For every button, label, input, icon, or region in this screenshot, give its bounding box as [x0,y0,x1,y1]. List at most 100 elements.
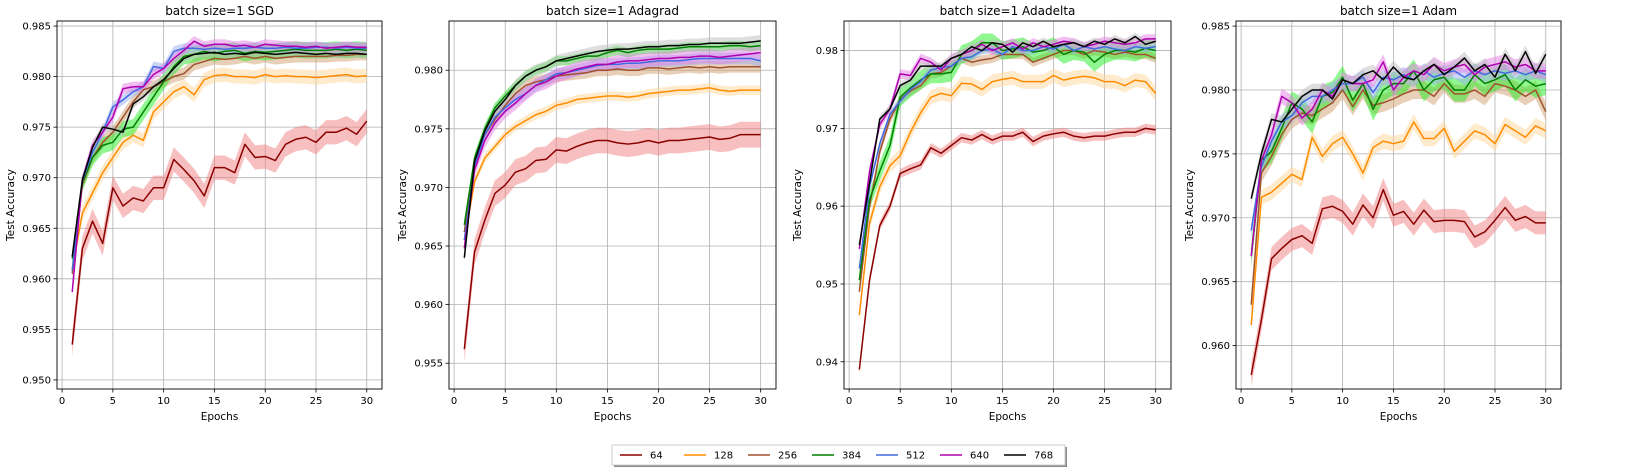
chart-panel-4: 0 5 10 15 20 25 30 0.960 0.965 0.970 0.975 0.980 0.9… [1184,4,1562,423]
series-layer [858,32,1157,375]
series-line-640 [463,51,761,249]
y-tick-label: 0.965 [414,242,443,253]
series-band-384 [859,33,1156,290]
legend-item-640: 640 [940,451,989,462]
series-line-64 [858,127,1156,370]
series-band-384 [1251,59,1546,268]
y-tick-label: 0.960 [1201,341,1230,352]
x-axis-label: Epochs [989,411,1027,423]
series-line-128 [1250,121,1547,326]
ticks [840,50,1157,393]
plot-area [449,21,776,389]
series-line-640 [71,40,367,293]
legend-item-768: 768 [1004,451,1053,462]
legend-label: 256 [778,451,797,462]
legend-label: 640 [970,451,989,462]
x-tick-label: 25 [1489,396,1502,407]
series-line-256 [71,53,367,274]
x-tick-label: 20 [1047,396,1060,407]
chart-panel-1: 0 5 10 15 20 25 30 0.950 0.955 0.960 0.965 0.970 0.9… [5,4,383,423]
y-tick-label: 0.980 [22,72,51,83]
x-tick-label: 5 [897,396,903,407]
y-axis-label: Test Accuracy [5,169,17,242]
series-layer [71,36,368,357]
x-tick-label: 30 [1539,396,1552,407]
chart-title: batch size=1 SGD [165,4,274,18]
x-tick-label: 0 [59,396,65,407]
legend-item-512: 512 [876,451,925,462]
x-tick-label: 10 [157,396,170,407]
series-band-64 [464,121,761,363]
x-tick-label: 15 [601,396,614,407]
series-line-64 [463,133,761,350]
x-tick-label: 5 [1289,396,1295,407]
chart-title: batch size=1 Adagrad [546,4,679,18]
legend-box [611,444,1066,466]
y-tick-label: 0.960 [414,300,443,311]
x-tick-label: 5 [502,396,508,407]
series-band-64 [72,108,367,357]
legend-label: 384 [842,451,861,462]
legend-item-128: 128 [684,451,733,462]
x-tick-label: 25 [1098,396,1111,407]
y-tick-label: 0.975 [1201,149,1230,160]
x-tick-label: 15 [1387,396,1400,407]
y-tick-label: 0.980 [1201,86,1230,97]
y-tick-label: 0.975 [414,124,443,135]
y-tick-label: 0.985 [1201,22,1230,33]
x-tick-label: 20 [1438,396,1451,407]
y-tick-label: 0.965 [22,224,51,235]
series-line-64 [1250,188,1546,376]
y-tick-label: 0.970 [22,173,51,184]
y-tick-label: 0.955 [414,359,443,370]
y-tick-label: 0.94 [816,357,838,368]
y-tick-label: 0.96 [816,202,838,213]
series-band-128 [1251,114,1546,333]
y-tick-label: 0.950 [22,375,51,386]
series-line-640 [858,38,1156,250]
axes-frame [448,20,777,390]
chart-panel-3: 0 5 10 15 20 25 30 0.94 0.95 0.96 0.97 0.98 batch si… [792,4,1172,423]
charts: 0 5 10 15 20 25 300.9500.9550.9600.9650.9700.9… [5,4,1562,423]
series-line-128 [858,74,1157,316]
series-line-64 [71,120,368,345]
legend-item-384: 384 [812,451,861,462]
x-axis-label: Epochs [594,411,632,423]
ticks [53,25,368,393]
chart-title: batch size=1 Adadelta [940,4,1076,18]
series-line-768 [71,51,367,257]
x-tick-label: 0 [1238,396,1244,407]
chart-title: batch size=1 Adam [1340,4,1457,18]
x-tick-label: 30 [754,396,767,407]
y-tick-label: 0.970 [1201,213,1230,224]
x-tick-label: 10 [550,396,563,407]
x-tick-label: 5 [110,396,116,407]
legend-label: 768 [1034,451,1053,462]
y-tick-label: 0.985 [22,22,51,33]
series-line-512 [858,43,1156,269]
series-line-512 [1250,70,1547,231]
x-tick-label: 30 [360,396,373,407]
x-tick-label: 20 [259,396,272,407]
x-tick-label: 10 [945,396,958,407]
series-line-768 [858,35,1156,246]
y-axis-label: Test Accuracy [397,169,409,242]
x-tick-label: 0 [846,396,852,407]
series-line-128 [463,87,761,241]
y-tick-label: 0.960 [22,274,51,285]
x-tick-label: 30 [1149,396,1162,407]
series-line-256 [463,65,761,233]
series-line-512 [463,57,761,241]
y-axis-label: Test Accuracy [1184,169,1196,242]
x-tick-label: 25 [703,396,716,407]
x-tick-label: 15 [208,396,221,407]
x-axis-label: Epochs [1380,411,1418,423]
y-tick-label: 0.955 [22,325,51,336]
legend-item-256: 256 [748,451,797,462]
x-axis-label: Epochs [201,411,239,423]
series-layer [1250,45,1547,387]
series-line-768 [463,40,761,258]
axes-frame [56,20,383,390]
y-tick-label: 0.965 [1201,277,1230,288]
